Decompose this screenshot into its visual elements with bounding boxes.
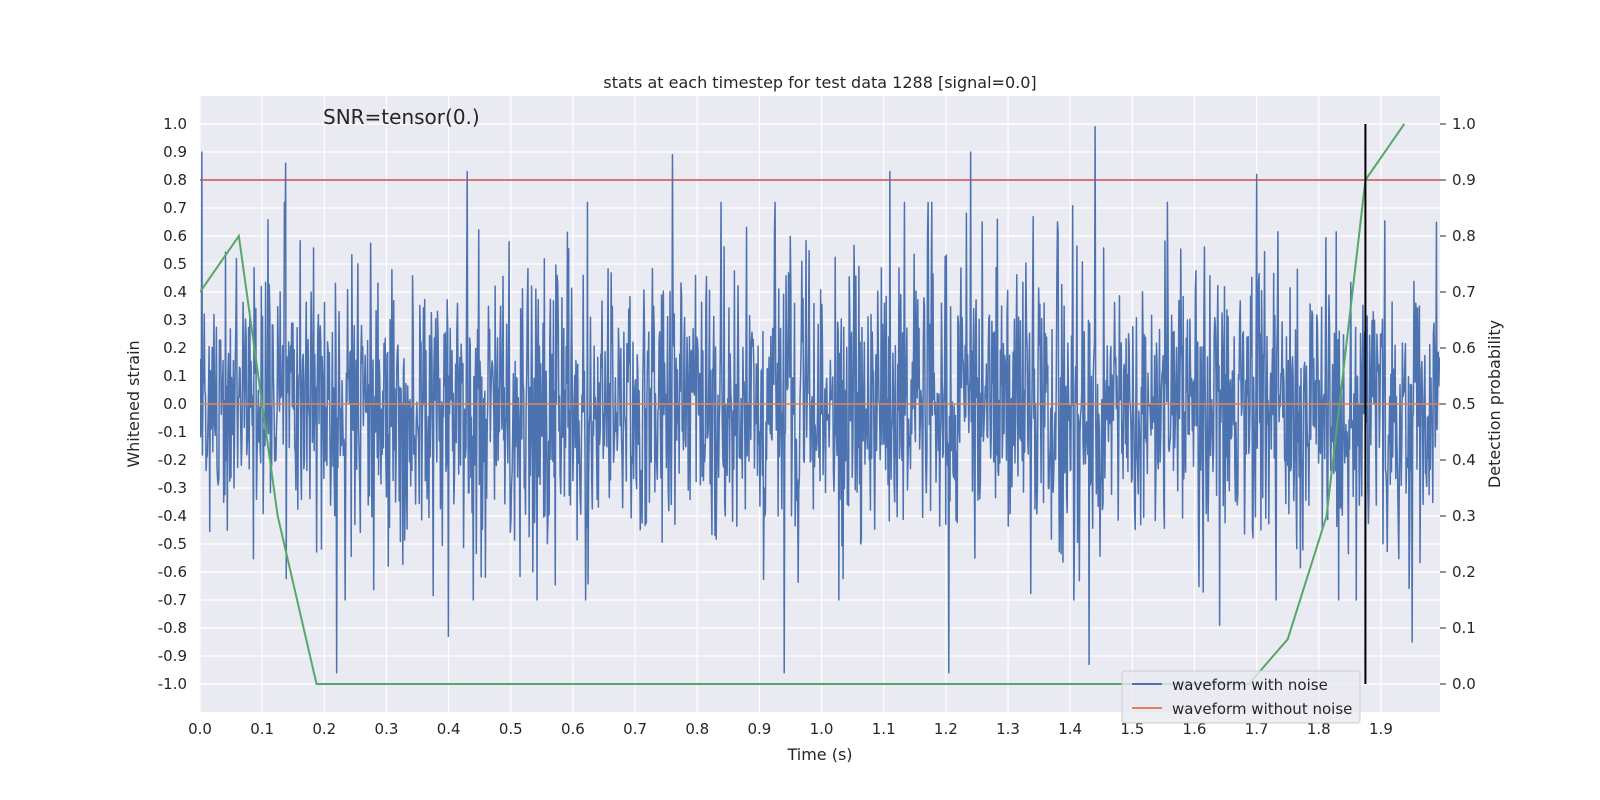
y-tick-labels: 1.0 0.9 0.8 0.7 0.6 0.5 0.4 0.3 0.2 0.1 0.0 -0.1 -0.… xyxy=(158,115,187,693)
y-tick-label: 0.3 xyxy=(163,311,187,329)
x-tick-label: 1.4 xyxy=(1058,720,1082,738)
y2-tick-label: 0.7 xyxy=(1452,283,1476,301)
y-tick-label: 0.2 xyxy=(163,339,187,357)
y2-tick-label: 0.6 xyxy=(1452,339,1476,357)
y-tick-label: 0.6 xyxy=(163,227,187,245)
x-tick-label: 0.5 xyxy=(499,720,523,738)
y-tick-label: 0.5 xyxy=(163,255,187,273)
y-tick-label: -0.7 xyxy=(158,591,187,609)
y-tick-label: -1.0 xyxy=(158,675,187,693)
y2-tick-label: 0.0 xyxy=(1452,675,1476,693)
legend-label-clean: waveform without noise xyxy=(1172,700,1352,718)
x-tick-label: 1.8 xyxy=(1307,720,1331,738)
y-tick-label: 0.7 xyxy=(163,199,187,217)
y2-tick-label: 0.4 xyxy=(1452,451,1476,469)
y-tick-label: 1.0 xyxy=(163,115,187,133)
y2-tick-label: 0.1 xyxy=(1452,619,1476,637)
y2-tick-label: 0.3 xyxy=(1452,507,1476,525)
y-axis-label: Whitened strain xyxy=(124,340,143,467)
x-tick-label: 0.3 xyxy=(375,720,399,738)
x-tick-label: 1.5 xyxy=(1120,720,1144,738)
x-tick-label: 0.0 xyxy=(188,720,212,738)
x-tick-label: 0.6 xyxy=(561,720,585,738)
y-tick-label: -0.5 xyxy=(158,535,187,553)
x-tick-labels: 0.0 0.1 0.2 0.3 0.4 0.5 0.6 0.7 0.8 0.9 1.0 1.1 1.2 1… xyxy=(188,720,1393,738)
y-tick-label: -0.1 xyxy=(158,423,187,441)
x-tick-label: 1.6 xyxy=(1183,720,1207,738)
y2-tick-label: 0.5 xyxy=(1452,395,1476,413)
legend-box xyxy=(1121,670,1361,724)
x-tick-label: 0.8 xyxy=(685,720,709,738)
series-line-waveform-with-noise xyxy=(200,126,1440,674)
y2-tick-label: 1.0 xyxy=(1452,115,1476,133)
y-tick-label: -0.2 xyxy=(158,451,187,469)
y-tick-label: -0.6 xyxy=(158,563,187,581)
x-tick-label: 0.1 xyxy=(250,720,274,738)
x-tick-label: 0.7 xyxy=(623,720,647,738)
y-tick-label: -0.3 xyxy=(158,479,187,497)
y-tick-label: -0.9 xyxy=(158,647,187,665)
x-axis-label: Time (s) xyxy=(786,745,852,764)
y-tick-label: 0.4 xyxy=(163,283,187,301)
y2-axis-label: Detection probability xyxy=(1485,320,1504,488)
legend-label-noise: waveform with noise xyxy=(1172,676,1328,694)
y2-tick-label: 0.8 xyxy=(1452,227,1476,245)
x-tick-label: 0.2 xyxy=(312,720,336,738)
chart-title: stats at each timestep for test data 128… xyxy=(603,73,1036,92)
y-tick-label: -0.4 xyxy=(158,507,187,525)
y-tick-label: 0.8 xyxy=(163,171,187,189)
y2-tick-label: 0.2 xyxy=(1452,563,1476,581)
x-tick-label: 1.9 xyxy=(1369,720,1393,738)
y-tick-label: 0.9 xyxy=(163,143,187,161)
y2-tick-labels: 1.0 0.9 0.8 0.7 0.6 0.5 0.4 0.3 0.2 0.1 0.0 xyxy=(1440,115,1476,693)
y-tick-label: -0.8 xyxy=(158,619,187,637)
x-tick-label: 0.9 xyxy=(747,720,771,738)
x-tick-label: 1.2 xyxy=(934,720,958,738)
x-tick-label: 1.1 xyxy=(872,720,896,738)
x-tick-label: 0.4 xyxy=(437,720,461,738)
x-tick-label: 1.0 xyxy=(810,720,834,738)
y2-tick-label: 0.9 xyxy=(1452,171,1476,189)
y-tick-label: 0.1 xyxy=(163,367,187,385)
x-tick-label: 1.3 xyxy=(996,720,1020,738)
legend: waveform with noise waveform without noi… xyxy=(1121,670,1361,724)
x-tick-label: 1.7 xyxy=(1245,720,1269,738)
snr-annotation: SNR=tensor(0.) xyxy=(323,105,480,129)
y-tick-label: 0.0 xyxy=(163,395,187,413)
